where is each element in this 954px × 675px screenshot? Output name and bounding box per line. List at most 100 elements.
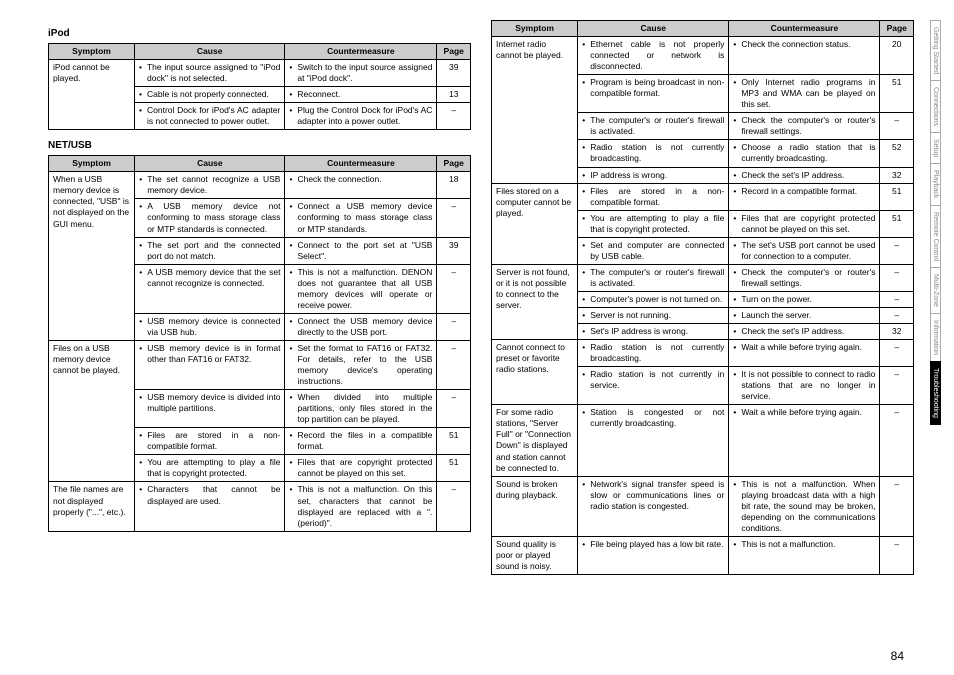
symptom-cell: Internet radio cannot be played. xyxy=(492,37,578,184)
cm-cell: Set the format to FAT16 or FAT32. For de… xyxy=(285,340,437,389)
cause-cell: Ethernet cable is not properly connected… xyxy=(578,37,729,75)
cause-cell: Control Dock for iPod's AC adapter is no… xyxy=(134,103,284,130)
nav-tab[interactable]: Playback xyxy=(930,163,941,205)
symptom-cell: For some radio stations, "Server Full" o… xyxy=(492,405,578,476)
cm-cell: Record in a compatible format. xyxy=(729,183,880,210)
cm-cell: Check the computer's or router's firewal… xyxy=(729,264,880,291)
cause-cell: File being played has a low bit rate. xyxy=(578,536,729,574)
page-cell: – xyxy=(880,237,914,264)
cm-cell: This is not a malfunction. xyxy=(729,536,880,574)
table-row: Files on a USB memory device cannot be p… xyxy=(49,340,471,389)
table-row: For some radio stations, "Server Full" o… xyxy=(492,405,914,476)
cm-cell: Wait a while before trying again. xyxy=(729,405,880,476)
cause-cell: The computer's or router's firewall is a… xyxy=(578,113,729,140)
col-cause: Cause xyxy=(135,156,285,172)
cause-cell: USB memory device is in format other tha… xyxy=(135,340,285,389)
page-cell: – xyxy=(437,103,471,130)
troubleshoot-table: SymptomCauseCountermeasurePageiPod canno… xyxy=(48,43,471,130)
nav-tab[interactable]: Setup xyxy=(930,132,941,164)
page-cell: 39 xyxy=(437,60,471,87)
page-cell: 32 xyxy=(880,324,914,340)
cm-cell: Check the set's IP address. xyxy=(729,167,880,183)
cause-cell: IP address is wrong. xyxy=(578,167,729,183)
cause-cell: You are attempting to play a file that i… xyxy=(135,455,285,482)
cause-cell: USB memory device is connected via USB h… xyxy=(135,313,285,340)
cm-cell: Check the connection status. xyxy=(729,37,880,75)
col-page: Page xyxy=(437,44,471,60)
cause-cell: Station is congested or not currently br… xyxy=(578,405,729,476)
page-cell: – xyxy=(437,390,471,428)
table-row: Sound is broken during playback.Network'… xyxy=(492,476,914,536)
cm-cell: Wait a while before trying again. xyxy=(729,340,880,367)
cause-cell: Radio station is not currently broadcast… xyxy=(578,340,729,367)
section-title: iPod xyxy=(48,28,471,39)
col-cm: Countermeasure xyxy=(285,44,437,60)
page-cell: – xyxy=(437,199,471,237)
section-title: NET/USB xyxy=(48,140,471,151)
symptom-cell: Server is not found, or it is not possib… xyxy=(492,264,578,339)
cm-cell: Choose a radio station that is currently… xyxy=(729,140,880,167)
cause-cell: Characters that cannot be displayed are … xyxy=(135,482,285,531)
cm-cell: The set's USB port cannot be used for co… xyxy=(729,237,880,264)
nav-tab[interactable]: Troubleshooting xyxy=(930,361,941,425)
page-cell: – xyxy=(437,313,471,340)
table-row: Internet radio cannot be played.Ethernet… xyxy=(492,37,914,75)
nav-tab[interactable]: Multi-Zone xyxy=(930,267,941,314)
nav-tab[interactable]: Information xyxy=(930,313,941,362)
page-cell: – xyxy=(880,264,914,291)
cm-cell: Switch to the input source assigned at "… xyxy=(285,60,437,87)
cause-cell: Network's signal transfer speed is slow … xyxy=(578,476,729,536)
cause-cell: Program is being broadcast in non-compat… xyxy=(578,75,729,113)
cm-cell: Connect a USB memory device conforming t… xyxy=(285,199,437,237)
cause-cell: Cable is not properly connected. xyxy=(134,87,284,103)
page-cell: 51 xyxy=(880,210,914,237)
symptom-cell: When a USB memory device is connected, "… xyxy=(49,172,135,341)
cause-cell: The input source assigned to "iPod dock"… xyxy=(134,60,284,87)
cm-cell: Connect the USB memory device directly t… xyxy=(285,313,437,340)
cm-cell: Connect to the port set at "USB Select". xyxy=(285,237,437,264)
nav-tab[interactable]: Connections xyxy=(930,80,941,133)
page-cell: – xyxy=(437,264,471,313)
cause-cell: The set port and the connected port do n… xyxy=(135,237,285,264)
cause-cell: Set's IP address is wrong. xyxy=(578,324,729,340)
nav-tab[interactable]: Remote Control xyxy=(930,205,941,268)
cause-cell: A USB memory device not conforming to ma… xyxy=(135,199,285,237)
table-row: iPod cannot be played.The input source a… xyxy=(49,60,471,87)
page-cell: – xyxy=(880,113,914,140)
cm-cell: Turn on the power. xyxy=(729,291,880,307)
page-cell: – xyxy=(880,340,914,367)
cm-cell: This is not a malfunction. DENON does no… xyxy=(285,264,437,313)
page-cell: – xyxy=(880,476,914,536)
page-cell: – xyxy=(880,536,914,574)
page-cell: 51 xyxy=(880,75,914,113)
page-cell: 20 xyxy=(880,37,914,75)
symptom-cell: Files on a USB memory device cannot be p… xyxy=(49,340,135,482)
cm-cell: Files that are copyright protected canno… xyxy=(729,210,880,237)
cause-cell: Server is not running. xyxy=(578,307,729,323)
cm-cell: When divided into multiple partitions, o… xyxy=(285,390,437,428)
table-row: Sound quality is poor or played sound is… xyxy=(492,536,914,574)
table-row: Cannot connect to preset or favorite rad… xyxy=(492,340,914,367)
cause-cell: Set and computer are connected by USB ca… xyxy=(578,237,729,264)
cause-cell: Radio station is not currently in servic… xyxy=(578,367,729,405)
cm-cell: Plug the Control Dock for iPod's AC adap… xyxy=(285,103,437,130)
page-cell: 52 xyxy=(880,140,914,167)
col-symptom: Symptom xyxy=(492,21,578,37)
col-cause: Cause xyxy=(134,44,284,60)
col-cause: Cause xyxy=(578,21,729,37)
page-cell: 51 xyxy=(880,183,914,210)
troubleshoot-table: SymptomCauseCountermeasurePageInternet r… xyxy=(491,20,914,575)
nav-tab[interactable]: Getting Started xyxy=(930,20,941,81)
cause-cell: The set cannot recognize a USB memory de… xyxy=(135,172,285,199)
table-row: When a USB memory device is connected, "… xyxy=(49,172,471,199)
col-symptom: Symptom xyxy=(49,44,135,60)
symptom-cell: Files stored on a computer cannot be pla… xyxy=(492,183,578,264)
page-cell: – xyxy=(880,291,914,307)
cm-cell: This is not a malfunction. On this set, … xyxy=(285,482,437,531)
symptom-cell: iPod cannot be played. xyxy=(49,60,135,130)
side-nav: Getting StartedConnectionsSetupPlaybackR… xyxy=(930,20,948,424)
cm-cell: It is not possible to connect to radio s… xyxy=(729,367,880,405)
col-symptom: Symptom xyxy=(49,156,135,172)
col-cm: Countermeasure xyxy=(285,156,437,172)
cause-cell: Radio station is not currently broadcast… xyxy=(578,140,729,167)
